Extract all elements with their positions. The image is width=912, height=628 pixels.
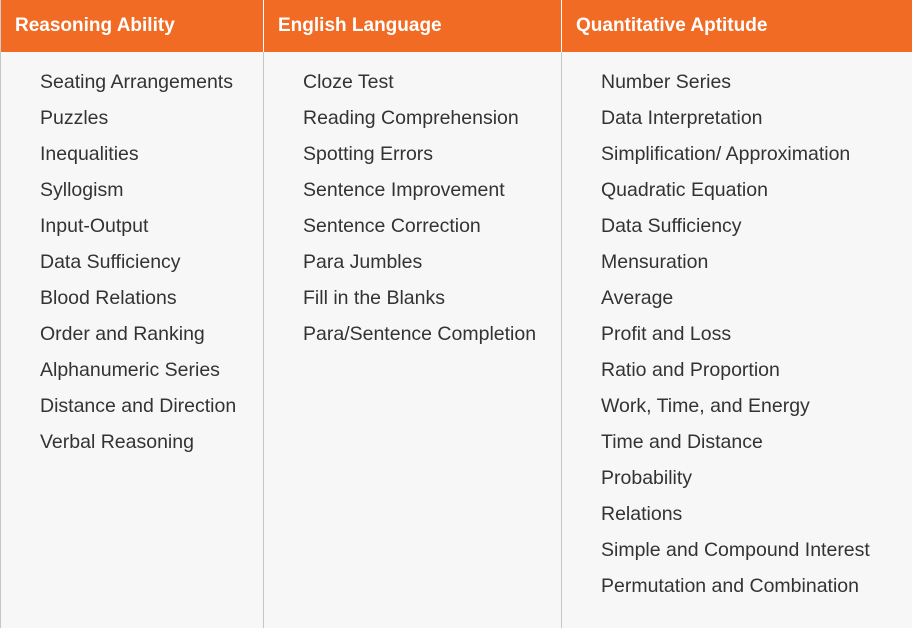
topic-item: Average — [601, 287, 674, 309]
topic-item: Fill in the Blanks — [303, 287, 445, 309]
topic-item: Relations — [601, 503, 683, 525]
topic-item: Sentence Improvement — [303, 179, 505, 201]
topic-item: Para Jumbles — [303, 251, 423, 273]
topic-item: Data Sufficiency — [601, 215, 742, 237]
topic-item: Reading Comprehension — [303, 107, 519, 129]
header-reasoning-ability: Reasoning Ability — [0, 0, 264, 52]
topic-item: Order and Ranking — [40, 323, 205, 345]
topic-item: Ratio and Proportion — [601, 359, 780, 381]
english-topic-list: Cloze Test Reading Comprehension Spotting … — [264, 64, 561, 352]
topic-item: Number Series — [601, 71, 732, 93]
header-english-language: English Language — [263, 0, 562, 52]
topic-item: Alphanumeric Series — [40, 359, 220, 381]
quant-topics-cell: Number Series Data Interpretation Simplifi… — [561, 52, 912, 628]
topics-row: Seating Arrangements Puzzles Inequalities S… — [0, 52, 912, 628]
topic-item: Seating Arrangements — [40, 71, 233, 93]
topic-item: Probability — [601, 467, 693, 489]
topic-item: Profit and Loss — [601, 323, 732, 345]
table-header: Reasoning Ability English Language Quant… — [0, 0, 912, 52]
topic-item: Work, Time, and Energy — [601, 395, 810, 417]
topic-item: Mensuration — [601, 251, 709, 273]
english-topics-cell: Cloze Test Reading Comprehension Spotting … — [263, 52, 562, 628]
topic-item: Inequalities — [40, 143, 139, 165]
topic-item: Data Sufficiency — [40, 251, 181, 273]
topic-item: Distance and Direction — [40, 395, 237, 417]
topic-item: Cloze Test — [303, 71, 394, 93]
topic-item: Simple and Compound Interest — [601, 539, 870, 561]
header-quantitative-aptitude: Quantitative Aptitude — [561, 0, 912, 52]
table-body: Seating Arrangements Puzzles Inequalities S… — [0, 52, 912, 628]
topic-item: Simplification/ Approximation — [601, 143, 851, 165]
topic-item: Syllogism — [40, 179, 124, 201]
topic-item: Sentence Correction — [303, 215, 481, 237]
topic-item: Permutation and Combination — [601, 575, 859, 597]
quant-topic-list: Number Series Data Interpretation Simplifi… — [562, 64, 912, 604]
topic-item: Data Interpretation — [601, 107, 763, 129]
header-row: Reasoning Ability English Language Quant… — [0, 0, 912, 52]
topic-item: Blood Relations — [40, 287, 177, 309]
topic-item: Spotting Errors — [303, 143, 434, 165]
topic-item: Time and Distance — [601, 431, 763, 453]
reasoning-topics-cell: Seating Arrangements Puzzles Inequalities S… — [0, 52, 264, 628]
topic-item: Para/Sentence Completion — [303, 323, 537, 345]
topic-item: Input-Output — [40, 215, 149, 237]
reasoning-topic-list: Seating Arrangements Puzzles Inequalities S… — [1, 64, 263, 460]
topic-item: Puzzles — [40, 107, 109, 129]
topic-item: Quadratic Equation — [601, 179, 768, 201]
topic-item: Verbal Reasoning — [40, 431, 194, 453]
